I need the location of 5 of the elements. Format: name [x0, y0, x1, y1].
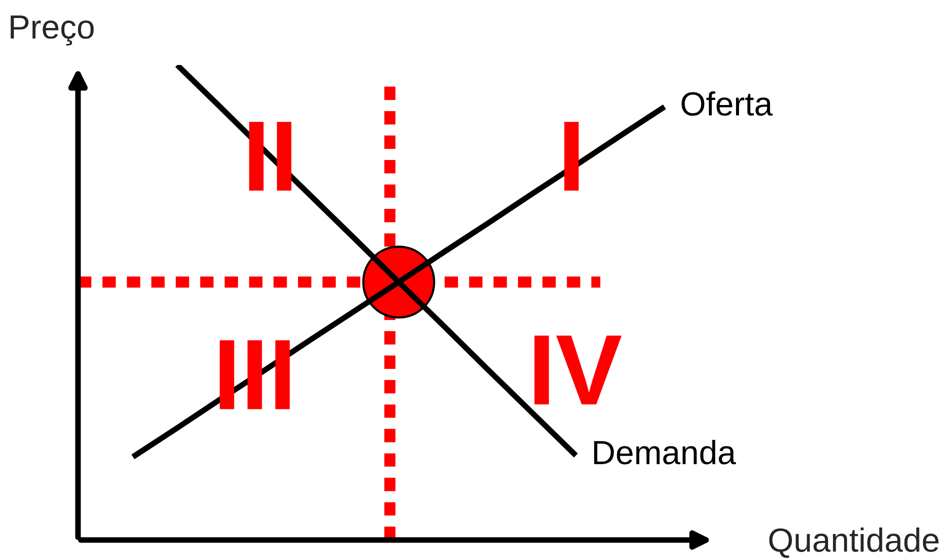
annotation: IV	[534, 336, 622, 404]
y-axis-title: Preço	[10, 16, 94, 46]
x-axis-title: Quantidade	[769, 527, 939, 558]
series-label: Oferta	[682, 91, 773, 116]
series-label: Demanda	[594, 440, 736, 464]
